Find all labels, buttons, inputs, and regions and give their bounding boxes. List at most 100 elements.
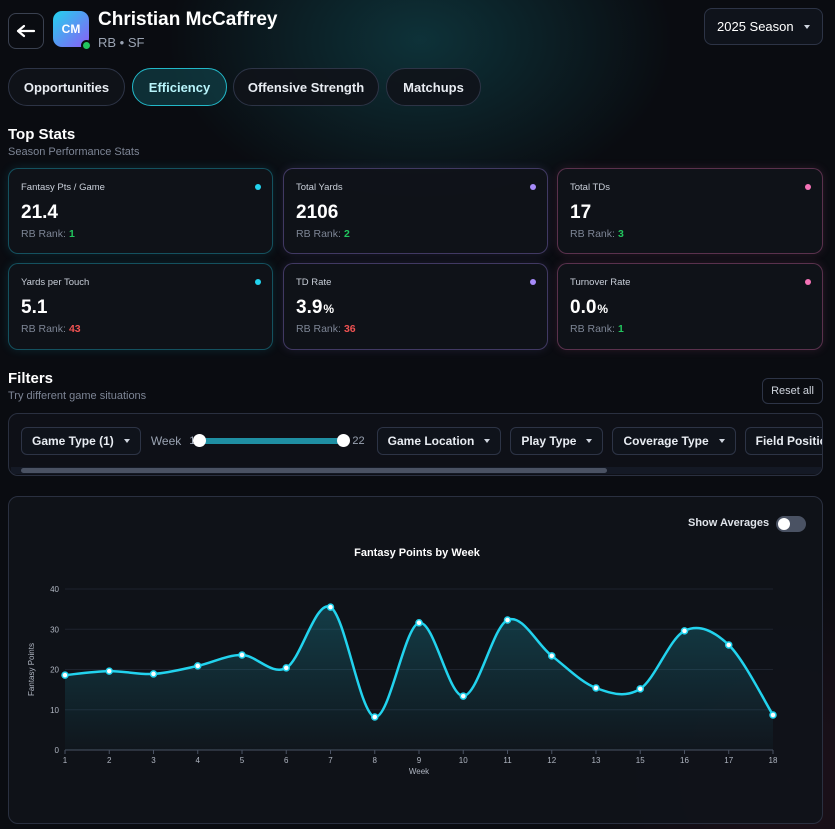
rank-label: RB Rank: xyxy=(21,228,66,240)
tab[interactable]: Offensive Strength xyxy=(233,68,379,106)
filter-chip[interactable]: Field Position xyxy=(744,427,822,455)
point xyxy=(282,664,290,672)
filter-chip[interactable]: Game Type (1) xyxy=(21,427,141,455)
section-subtitle: Try different game situations xyxy=(8,390,147,402)
stat-card: TD Rate 3.9% RB Rank: 36 xyxy=(283,263,548,350)
rank-label: RB Rank: xyxy=(296,323,341,335)
stat-value: 2106 xyxy=(296,202,339,223)
area xyxy=(65,606,773,750)
season-text: 2025 Season xyxy=(717,19,794,34)
week-slider[interactable] xyxy=(193,434,351,447)
week-max: 22 xyxy=(352,435,365,447)
slider-handle[interactable] xyxy=(193,434,207,447)
rank-label: RB Rank: xyxy=(296,228,341,240)
scrollbar-thumb[interactable] xyxy=(21,468,607,473)
back-icon xyxy=(16,24,36,38)
y-tick-label: 20 xyxy=(50,666,59,675)
rank-value: 1 xyxy=(68,228,75,240)
caret-icon xyxy=(803,24,810,29)
x-tick-label: 17 xyxy=(724,756,733,765)
chart-card: Show Averages Fantasy Points by Week 0 10 20… xyxy=(8,496,823,824)
point xyxy=(326,603,335,611)
stat-dot xyxy=(530,279,536,285)
rank-label: RB Rank: xyxy=(570,228,615,240)
filter-chip[interactable]: Coverage Type xyxy=(612,427,736,455)
stat-label: Total TDs xyxy=(570,182,610,193)
averages-toggle[interactable] xyxy=(776,516,806,532)
point xyxy=(194,662,202,670)
point xyxy=(680,627,689,635)
stat-value: 5.1 xyxy=(21,297,48,318)
stat-value-row: 21.4 xyxy=(21,202,58,224)
filter-bar: Game Type (1) Week 1 22 Game Location Play Ty… xyxy=(8,413,823,476)
stat-value-row: 17 xyxy=(570,202,591,224)
tab[interactable]: Efficiency xyxy=(132,68,227,106)
slider-handle[interactable] xyxy=(337,434,351,447)
stat-dot xyxy=(255,184,261,190)
x-tick-label: 15 xyxy=(636,756,645,765)
point xyxy=(415,619,423,627)
back-button[interactable] xyxy=(8,13,44,49)
point xyxy=(725,641,733,649)
stat-card: Fantasy Pts / Game 21.4 RB Rank: 1 xyxy=(8,168,273,254)
point xyxy=(592,684,600,692)
filter-chip[interactable]: Play Type xyxy=(510,427,604,455)
rank-value: 3 xyxy=(617,228,624,240)
point xyxy=(548,652,556,660)
point xyxy=(503,616,512,624)
section-title: Top Stats xyxy=(8,126,76,143)
stat-value: 17 xyxy=(570,202,592,223)
stat-rank-row: RB Rank: 1 xyxy=(21,228,75,240)
caret-icon xyxy=(718,439,725,443)
stat-value: 3.9 xyxy=(296,297,323,318)
stat-card: Total TDs 17 RB Rank: 3 xyxy=(557,168,823,254)
stat-value-row: 0.0% xyxy=(570,297,608,319)
stat-value-row: 3.9% xyxy=(296,297,334,319)
rank-value: 2 xyxy=(343,228,350,240)
week-label: Week xyxy=(150,434,182,448)
point xyxy=(149,670,158,678)
stat-label: TD Rate xyxy=(296,277,332,288)
filter-chip[interactable]: Game Location xyxy=(376,427,502,455)
rank-label: RB Rank: xyxy=(570,323,615,335)
x-tick-label: 16 xyxy=(680,756,689,765)
point xyxy=(636,685,644,693)
point xyxy=(769,711,777,719)
x-tick-label: 9 xyxy=(417,756,422,765)
x-tick-label: 12 xyxy=(547,756,556,765)
x-tick-label: 7 xyxy=(328,756,333,765)
tab[interactable]: Opportunities xyxy=(8,68,125,106)
stat-card: Turnover Rate 0.0% RB Rank: 1 xyxy=(557,263,823,350)
stat-rank-row: RB Rank: 1 xyxy=(570,323,624,335)
y-tick-label: 40 xyxy=(50,585,59,594)
x-tick-label: 11 xyxy=(503,756,512,765)
stat-unit: % xyxy=(323,302,335,316)
rank-label: RB Rank: xyxy=(21,323,66,335)
stat-unit: % xyxy=(597,302,609,316)
filter-text: Play Type xyxy=(521,434,577,448)
y-tick-label: 0 xyxy=(55,746,60,755)
section-subtitle: Season Performance Stats xyxy=(8,146,140,158)
rank-value: 36 xyxy=(343,323,356,335)
point xyxy=(61,671,69,679)
stat-dot xyxy=(805,184,811,190)
toggle-knob xyxy=(778,518,790,530)
week-min: 1 xyxy=(189,435,196,447)
player-name: Christian McCaffrey xyxy=(98,9,278,30)
rank-value: 1 xyxy=(617,323,624,335)
stat-rank-row: RB Rank: 2 xyxy=(296,228,350,240)
stat-label: Total Yards xyxy=(296,182,343,193)
reset-button[interactable]: Reset all xyxy=(762,378,823,404)
season-select[interactable]: 2025 Season xyxy=(704,8,823,45)
toggle-label: Show Averages xyxy=(688,517,770,529)
filter-text: Game Location xyxy=(387,434,475,448)
point xyxy=(105,667,113,675)
stat-card: Total Yards 2106 RB Rank: 2 xyxy=(283,168,548,254)
x-tick-label: 2 xyxy=(107,756,112,765)
stat-value-row: 2106 xyxy=(296,202,338,224)
stat-value-row: 5.1 xyxy=(21,297,47,319)
stat-rank-row: RB Rank: 3 xyxy=(570,228,624,240)
tab[interactable]: Matchups xyxy=(386,68,481,106)
status-dot xyxy=(81,40,92,51)
